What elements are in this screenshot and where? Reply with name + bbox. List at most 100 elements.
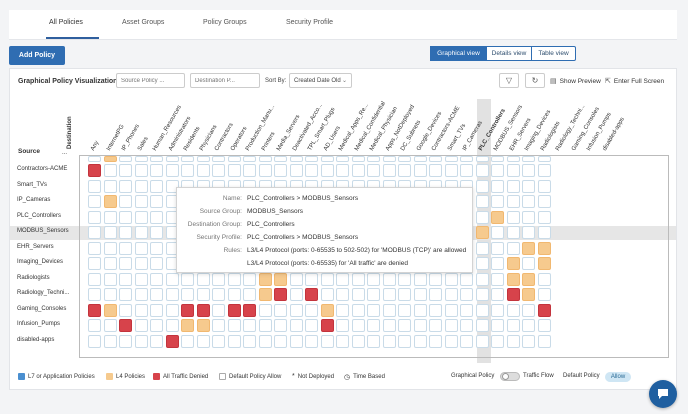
policy-cell[interactable]	[212, 319, 225, 332]
policy-cell[interactable]	[119, 303, 132, 317]
policy-cell[interactable]	[320, 272, 334, 286]
policy-cell[interactable]	[444, 156, 458, 162]
policy-cell[interactable]	[398, 156, 411, 162]
policy-cell[interactable]	[475, 195, 489, 208]
policy-cell[interactable]	[429, 319, 442, 332]
policy-cell[interactable]	[243, 164, 256, 177]
tab-policy-groups[interactable]: Policy Groups	[203, 19, 247, 26]
row-label[interactable]: PLC_Controllers	[17, 212, 62, 219]
policy-cell-l4[interactable]	[320, 303, 334, 317]
policy-cell[interactable]	[382, 288, 396, 301]
policy-cell[interactable]	[429, 288, 442, 301]
policy-cell[interactable]	[305, 156, 318, 162]
policy-cell[interactable]	[119, 226, 132, 239]
policy-cell[interactable]	[320, 164, 334, 177]
policy-cell[interactable]	[444, 272, 458, 286]
policy-cell[interactable]	[274, 319, 287, 332]
policy-cell[interactable]	[382, 319, 396, 332]
policy-cell[interactable]	[119, 210, 132, 224]
add-policy-button[interactable]: Add Policy	[9, 46, 65, 65]
policy-cell[interactable]	[134, 288, 148, 301]
policy-cell[interactable]	[413, 164, 427, 177]
policy-cell[interactable]	[88, 288, 101, 301]
policy-cell[interactable]	[413, 288, 427, 301]
policy-cell[interactable]	[88, 226, 101, 239]
policy-cell[interactable]	[103, 288, 117, 301]
policy-cell[interactable]	[134, 272, 148, 286]
policy-cell[interactable]	[320, 288, 334, 301]
policy-cell[interactable]	[367, 156, 380, 162]
policy-cell[interactable]	[196, 156, 210, 162]
policy-cell[interactable]	[522, 164, 535, 177]
policy-cell[interactable]	[413, 334, 427, 348]
policy-cell[interactable]	[491, 257, 504, 270]
policy-cell[interactable]	[134, 210, 148, 224]
policy-cell[interactable]	[150, 179, 163, 193]
policy-cell[interactable]	[382, 156, 396, 162]
policy-cell[interactable]	[336, 272, 349, 286]
source-policy-filter[interactable]	[116, 73, 185, 88]
policy-cell[interactable]	[522, 319, 535, 332]
policy-cell-l4[interactable]	[522, 241, 535, 255]
policy-cell[interactable]	[243, 288, 256, 301]
policy-cell[interactable]	[475, 257, 489, 270]
policy-cell[interactable]	[522, 179, 535, 193]
policy-cell[interactable]	[119, 195, 132, 208]
column-label[interactable]: MODBUS_Sensors	[493, 104, 525, 152]
policy-cell[interactable]	[227, 334, 241, 348]
policy-cell[interactable]	[522, 257, 535, 270]
policy-cell[interactable]	[460, 272, 473, 286]
policy-cell[interactable]	[382, 334, 396, 348]
policy-cell-denied[interactable]	[227, 303, 241, 317]
row-label[interactable]: Imaging_Devices	[17, 259, 64, 265]
policy-cell[interactable]	[506, 319, 520, 332]
policy-cell[interactable]	[475, 272, 489, 286]
policy-cell[interactable]	[88, 334, 101, 348]
policy-cell[interactable]	[134, 156, 148, 162]
policy-cell[interactable]	[103, 241, 117, 255]
policy-cell[interactable]	[119, 334, 132, 348]
policy-cell[interactable]	[398, 288, 411, 301]
policy-cell[interactable]	[537, 156, 551, 162]
policy-cell[interactable]	[382, 164, 396, 177]
column-label[interactable]: Any	[90, 140, 101, 152]
policy-cell-denied[interactable]	[320, 319, 334, 332]
policy-cell-l4[interactable]	[103, 195, 117, 208]
policy-cell[interactable]	[429, 272, 442, 286]
row-label[interactable]: Gaming_Consoles	[17, 305, 67, 312]
policy-cell[interactable]	[336, 156, 349, 162]
policy-cell[interactable]	[367, 319, 380, 332]
policy-cell[interactable]	[460, 164, 473, 177]
policy-cell[interactable]	[506, 334, 520, 348]
policy-cell[interactable]	[212, 164, 225, 177]
policy-cell[interactable]	[444, 288, 458, 301]
policy-cell[interactable]	[165, 319, 179, 332]
policy-cell[interactable]	[165, 288, 179, 301]
policy-cell[interactable]	[150, 241, 163, 255]
policy-cell[interactable]	[165, 164, 179, 177]
policy-cell[interactable]	[88, 319, 101, 332]
policy-cell[interactable]	[351, 164, 365, 177]
policy-cell[interactable]	[165, 156, 179, 162]
policy-cell[interactable]	[212, 156, 225, 162]
policy-cell-l4[interactable]	[506, 257, 520, 270]
policy-cell[interactable]	[537, 272, 551, 286]
policy-cell[interactable]	[522, 195, 535, 208]
policy-cell[interactable]	[367, 272, 380, 286]
policy-cell[interactable]	[274, 156, 287, 162]
policy-cell[interactable]	[398, 334, 411, 348]
policy-cell[interactable]	[413, 303, 427, 317]
policy-cell[interactable]	[382, 303, 396, 317]
policy-cell[interactable]	[336, 288, 349, 301]
policy-cell[interactable]	[243, 319, 256, 332]
policy-cell[interactable]	[258, 164, 272, 177]
policy-cell-l4[interactable]	[196, 319, 210, 332]
policy-cell[interactable]	[150, 288, 163, 301]
policy-cell[interactable]	[103, 334, 117, 348]
policy-cell[interactable]	[119, 288, 132, 301]
policy-cell-l4[interactable]	[103, 303, 117, 317]
policy-cell[interactable]	[506, 210, 520, 224]
policy-cell[interactable]	[336, 319, 349, 332]
policy-cell[interactable]	[88, 195, 101, 208]
policy-cell[interactable]	[119, 164, 132, 177]
